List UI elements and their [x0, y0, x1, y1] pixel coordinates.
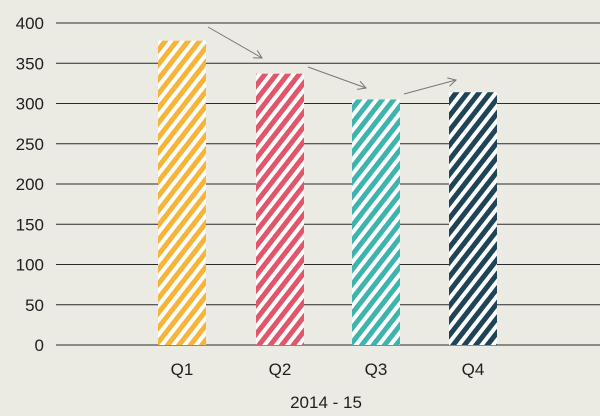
y-tick-label: 200 [16, 175, 44, 194]
y-tick-label: 350 [16, 54, 44, 73]
trend-arrows [207, 26, 458, 95]
x-category-label: Q3 [365, 360, 388, 379]
y-tick-label: 100 [16, 256, 44, 275]
trend-arrow-head [357, 80, 367, 90]
y-tick-label: 0 [35, 336, 44, 355]
x-category-label: Q4 [462, 360, 485, 379]
trend-arrow-line [307, 66, 367, 89]
trend-arrow-head [447, 77, 458, 87]
gridlines [56, 22, 600, 346]
y-tick-label: 150 [16, 215, 44, 234]
trend-arrow-line [207, 26, 263, 59]
bar-q2 [256, 73, 304, 345]
trend-arrow-head [252, 50, 263, 59]
bar-q3 [352, 99, 400, 345]
y-tick-label: 50 [25, 296, 44, 315]
y-tick-label: 300 [16, 95, 44, 114]
bars [158, 40, 497, 346]
y-axis-ticks: 0 50 100 150 200 250 300 350 400 [16, 14, 44, 355]
x-category-label: Q1 [171, 360, 194, 379]
bar-q1 [158, 40, 206, 346]
trend-arrow-line [403, 79, 457, 95]
x-category-label: Q2 [269, 360, 292, 379]
x-axis-categories: Q1 Q2 Q3 Q4 [171, 360, 485, 379]
y-tick-label: 400 [16, 14, 44, 33]
x-axis-title: 2014 - 15 [290, 393, 362, 412]
y-tick-label: 250 [16, 135, 44, 154]
bar-q4 [449, 92, 497, 345]
